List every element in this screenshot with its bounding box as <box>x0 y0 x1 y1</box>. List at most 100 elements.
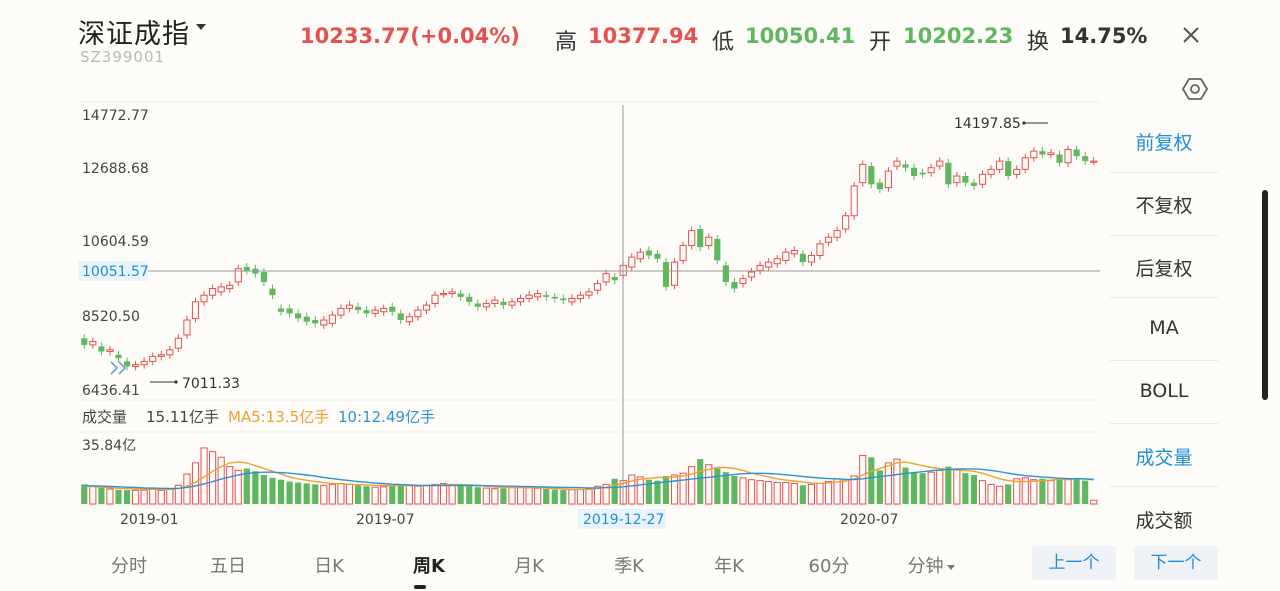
tab-yearly-k[interactable]: 年K <box>714 556 744 577</box>
volume-bar <box>551 489 558 504</box>
volume-bar <box>876 470 883 504</box>
tab-five-day[interactable]: 五日 <box>210 556 246 577</box>
side-item-turnover-amount[interactable]: 成交额 <box>1135 510 1193 532</box>
volume-bar <box>269 477 276 504</box>
volume-bar <box>1047 480 1055 505</box>
candle-body <box>200 294 208 303</box>
side-item-boll[interactable]: BOLL <box>1139 380 1189 402</box>
volume-bar <box>679 472 687 505</box>
candle-body <box>166 349 174 356</box>
side-item-ma[interactable]: MA <box>1149 317 1179 339</box>
candle-body <box>739 278 747 285</box>
candle-body <box>602 273 610 283</box>
candle-body <box>611 276 618 281</box>
period-tabs: 分时 五日 日K 周K 月K 季K 年K 60分 分钟 <box>0 540 1030 586</box>
volume-bar <box>790 482 798 505</box>
volume-bar <box>397 484 404 504</box>
volume-bar <box>303 483 310 504</box>
side-item-volume[interactable]: 成交量 <box>1135 447 1193 469</box>
volume-bar <box>1082 480 1089 504</box>
tab-weekly-k[interactable]: 周K <box>413 556 445 577</box>
low-value: 10050.41 <box>745 24 856 48</box>
tab-quarterly-k[interactable]: 季K <box>614 556 644 577</box>
candle-body <box>876 182 883 190</box>
volume-bar <box>312 484 319 504</box>
volume-bar <box>953 468 961 505</box>
volume-bar <box>773 482 781 505</box>
kline-chart[interactable]: 14772.77 12688.68 10604.59 8520.50 6436.… <box>0 100 1110 530</box>
volume-bar <box>534 487 542 505</box>
volume-bar <box>414 485 422 505</box>
candle-body <box>790 249 798 255</box>
volume-bar <box>1064 479 1072 505</box>
candle-body <box>183 319 191 336</box>
price-tick-label: 8520.50 <box>82 309 140 325</box>
candle-body <box>850 185 858 217</box>
side-divider <box>1110 486 1218 487</box>
candle-body <box>543 295 550 297</box>
side-item-unadjusted[interactable]: 不复权 <box>1135 195 1193 217</box>
candle-body <box>654 253 661 259</box>
volume-bar <box>115 489 122 504</box>
candle-body <box>157 354 165 357</box>
tab-60min[interactable]: 60分 <box>808 556 850 577</box>
volume-bar <box>183 473 191 505</box>
candle-body <box>996 160 1004 170</box>
volume-bar <box>636 476 644 505</box>
next-stock-button[interactable]: 下一个 <box>1134 546 1218 580</box>
candle-body <box>295 313 302 319</box>
volume-bar <box>747 479 756 505</box>
candle-body <box>593 283 602 291</box>
ma10-line <box>84 468 1094 490</box>
volume-bar <box>842 479 850 505</box>
candle-body <box>312 320 319 324</box>
volume-bar <box>337 482 345 505</box>
tab-monthly-k[interactable]: 月K <box>514 556 544 577</box>
crosshair-date-box <box>578 509 666 529</box>
candle-body <box>705 236 713 247</box>
candle-body <box>697 228 704 248</box>
volume-value: 15.11亿手 <box>146 408 219 426</box>
volume-bar <box>654 480 661 504</box>
tab-minute[interactable]: 分钟 <box>896 552 966 578</box>
volume-bar <box>1030 479 1038 505</box>
candle-body <box>670 261 679 286</box>
volume-bar <box>81 484 88 504</box>
volume-title: 成交量 <box>82 408 127 426</box>
scroll-left-chevron-icon[interactable] <box>110 361 127 375</box>
volume-bar <box>859 454 867 505</box>
dropdown-caret-icon[interactable] <box>196 24 206 30</box>
side-item-forward-adjusted[interactable]: 前复权 <box>1135 132 1193 154</box>
candle-body <box>1021 157 1029 170</box>
volume-bar <box>474 487 481 504</box>
tab-intraday[interactable]: 分时 <box>111 556 147 577</box>
volume-bar <box>371 486 379 505</box>
volume-bar <box>98 487 105 504</box>
candle-body <box>457 293 464 297</box>
volume-bar <box>543 489 550 504</box>
volume-bar <box>482 487 490 505</box>
tab-daily-k[interactable]: 日K <box>314 556 344 577</box>
volume-bar <box>1039 478 1046 504</box>
volume-bar <box>996 485 1004 505</box>
candle-body <box>491 299 499 304</box>
ma10-legend: 10:12.49亿手 <box>338 408 435 426</box>
volume-bar <box>491 488 499 505</box>
volume-bar <box>89 485 97 505</box>
volume-bar <box>560 489 567 504</box>
index-title[interactable]: 深证成指 <box>78 19 190 50</box>
candle-body <box>534 293 542 298</box>
close-icon[interactable] <box>1176 20 1206 50</box>
candle-body <box>508 301 516 306</box>
candle-body <box>191 301 200 319</box>
candle-body <box>345 304 354 309</box>
volume-bar <box>354 485 362 504</box>
side-scrollbar[interactable] <box>1262 190 1268 400</box>
volume-bar <box>782 482 790 505</box>
side-item-backward-adjusted[interactable]: 后复权 <box>1135 258 1193 280</box>
candle-body <box>389 306 396 312</box>
settings-icon[interactable] <box>1182 76 1208 102</box>
volume-bar <box>1005 484 1012 504</box>
candle-body <box>978 173 987 185</box>
prev-stock-button[interactable]: 上一个 <box>1032 546 1116 580</box>
